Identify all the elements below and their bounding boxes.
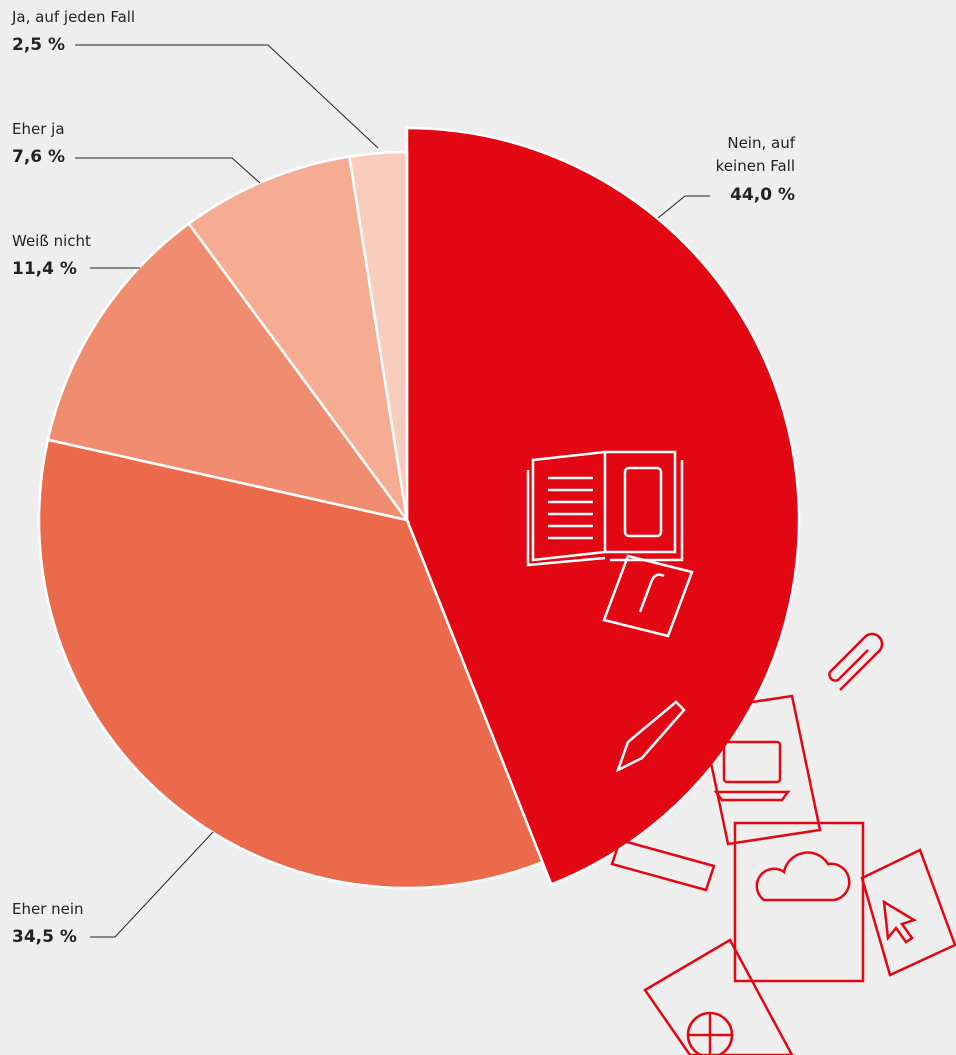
leader-line [75, 45, 378, 148]
page: {"chart_data": {"type": "pie", "categori… [0, 0, 956, 1055]
slice-label: Eher ja [12, 118, 65, 141]
value-label: 11,4 % [12, 259, 77, 279]
chart [0, 0, 956, 1055]
value-label: 34,5 % [12, 927, 77, 947]
slice-label: Weiß nicht [12, 230, 91, 253]
value-label-box: 11,4 % [12, 258, 77, 281]
leader-line [658, 196, 710, 218]
value-label-box: 44,0 % [715, 184, 795, 207]
value-label: 7,6 % [12, 147, 65, 167]
leader-line [75, 158, 260, 183]
value-label: 44,0 % [730, 185, 795, 205]
value-label-box: 7,6 % [12, 146, 65, 169]
value-label-box: 34,5 % [12, 926, 77, 949]
value-label-box: 2,5 % [12, 34, 65, 57]
slice-label: Nein, auf keinen Fall [705, 132, 795, 178]
slice-label: Ja, auf jeden Fall [12, 6, 135, 29]
value-label: 2,5 % [12, 35, 65, 55]
slice-label: Eher nein [12, 898, 84, 921]
leader-line [90, 832, 213, 937]
